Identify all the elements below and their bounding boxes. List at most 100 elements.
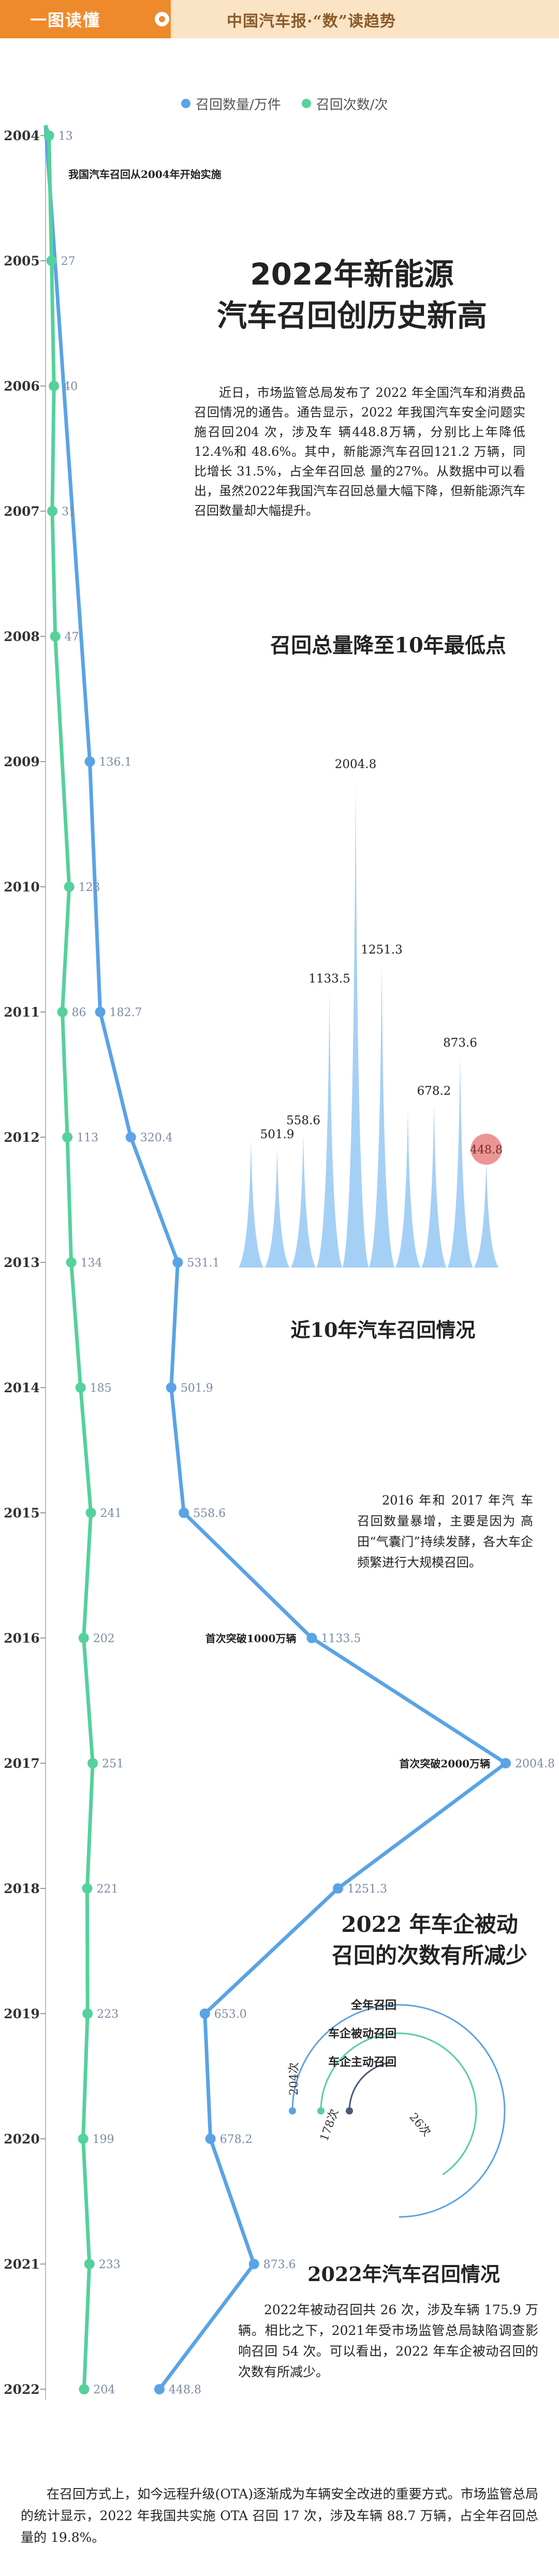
count-label: 202 [93, 1632, 115, 1645]
quantity-series-line [43, 125, 508, 2391]
count-label: 113 [77, 1131, 98, 1144]
area-value-label: 678.2 [417, 1084, 451, 1098]
ring-group [348, 2062, 390, 2111]
count-point [75, 1382, 86, 1393]
quantity-point [154, 2384, 165, 2394]
count-point [49, 381, 60, 391]
legend: 召回数量/万件 召回次数/次 [181, 94, 388, 113]
count-point [87, 1758, 98, 1768]
timeline-year-label: 2008 [4, 629, 40, 644]
area-value-label: 558.6 [286, 1114, 320, 1127]
timeline-year-label: 2011 [4, 1005, 40, 1020]
ring-chart-title: 2022 年车企被动召回的次数有所减少 [331, 1912, 527, 1968]
timeline-year-label: 2016 [4, 1631, 40, 1646]
timeline-year-label: 2006 [4, 379, 40, 394]
area-spike [264, 1146, 290, 1268]
count-point [57, 1007, 68, 1017]
count-label: 233 [99, 2258, 121, 2271]
timeline-year-label: 2017 [4, 1756, 40, 1771]
quantity-point [84, 756, 95, 767]
count-label: 223 [97, 2008, 119, 2021]
ring-group [291, 2004, 506, 2218]
annotation-2016: 首次突破1000万辆 [205, 1632, 297, 1645]
quantity-label: 501.9 [181, 1382, 213, 1395]
timeline-year-label: 2014 [4, 1380, 40, 1395]
quantity-label: 448.8 [169, 2384, 201, 2396]
count-label: 185 [90, 1382, 112, 1395]
count-label: 40 [63, 380, 78, 393]
count-point [62, 1132, 73, 1142]
timeline-year-label: 2005 [4, 254, 40, 269]
count-label: 47 [65, 631, 79, 644]
quantity-point [306, 1633, 317, 1643]
ota-paragraph: 在召回方式上，如今远程升级(OTA)逐渐成为车辆安全改进的重要方式。市场监管总局… [21, 2486, 538, 2545]
count-point [78, 2134, 89, 2144]
header-dot-icon [153, 10, 171, 28]
quantity-point [166, 1382, 176, 1393]
legend-item-quantity: 召回数量/万件 [181, 94, 281, 113]
area-value-label: 1133.5 [308, 972, 350, 986]
timeline-year-label: 2015 [4, 1506, 40, 1521]
timeline-year-label: 2009 [4, 754, 40, 769]
ring-end-dot [289, 2107, 296, 2115]
quantity-point [95, 1007, 106, 1017]
legend-dot-quantity [181, 99, 190, 108]
area-value-label: 1251.3 [361, 943, 402, 957]
count-point [47, 506, 58, 516]
area-chart-title: 召回总量降至10年最低点 [270, 633, 506, 658]
area-chart-caption: 近10年汽车召回情况 [290, 1318, 476, 1342]
header-left-tab: 一图读懂 [0, 0, 171, 38]
annotation-2004: 我国汽车召回从2004年开始实施 [68, 168, 222, 181]
area-spike [447, 1055, 473, 1268]
ring-name-label: 车企主动召回 [328, 2056, 396, 2069]
area-chart: 20132014501.92015558.620161133.520172004… [238, 757, 503, 1268]
count-point [43, 130, 54, 141]
timeline-year-label: 2020 [4, 2132, 40, 2147]
ring-arc [320, 2032, 477, 2176]
ring-inner-value-label: 26次 [406, 2111, 433, 2139]
intro-title-line2: 汽车召回创历史新高 [216, 298, 487, 333]
area-spike [395, 1109, 421, 1268]
quantity-label: 182.7 [110, 1006, 142, 1019]
count-label: 13 [58, 130, 73, 143]
count-point [82, 2008, 93, 2019]
quantity-point [179, 1508, 189, 1518]
count-point [78, 1633, 89, 1643]
annotation-2017: 首次突破2000万辆 [399, 1758, 490, 1770]
passive-recall-paragraph: 2022年被动召回共 26 次，涉及车辆 175.9 万辆。相比之下，2021年… [238, 2302, 538, 2379]
area-spike [342, 776, 369, 1268]
count-point [64, 882, 75, 892]
ring-group [320, 2032, 477, 2176]
area-spike [290, 1133, 316, 1268]
count-label: 241 [100, 1507, 122, 1520]
ring-end-dot [346, 2107, 353, 2115]
quantity-point [125, 1132, 136, 1142]
timeline-year-label: 2022 [4, 2382, 40, 2397]
header-left-label: 一图读懂 [30, 10, 101, 30]
ring-arc [291, 2004, 506, 2218]
count-label: 27 [61, 255, 76, 268]
quantity-label: 136.1 [99, 756, 132, 769]
area-value-label: 501.9 [260, 1128, 295, 1141]
timeline-year-label: 2007 [4, 504, 40, 519]
quantity-label: 678.2 [220, 2133, 253, 2146]
area-spike [238, 1139, 264, 1268]
timeline-year-label: 2013 [4, 1255, 40, 1270]
quantity-label: 653.0 [214, 2008, 247, 2021]
note-2016-2017: 2016 年和 2017 年汽 车召回数量暴增，主要是因为 高田“气囊门”持续发… [357, 1493, 533, 1570]
area-spike [369, 962, 395, 1268]
ring-name-label: 车企被动召回 [328, 2027, 396, 2041]
count-label: 199 [93, 2133, 114, 2146]
legend-label-count: 召回次数/次 [316, 97, 388, 113]
count-label: 251 [102, 1758, 124, 1770]
quantity-point [205, 2134, 216, 2144]
ring-chart-caption: 2022年汽车召回情况 [307, 2262, 500, 2286]
area-spike [474, 1159, 499, 1268]
count-label: 31 [62, 505, 76, 518]
timeline-year-label: 2021 [4, 2257, 40, 2272]
quantity-label: 531.1 [187, 1257, 219, 1270]
quantity-label: 558.6 [193, 1507, 226, 1520]
